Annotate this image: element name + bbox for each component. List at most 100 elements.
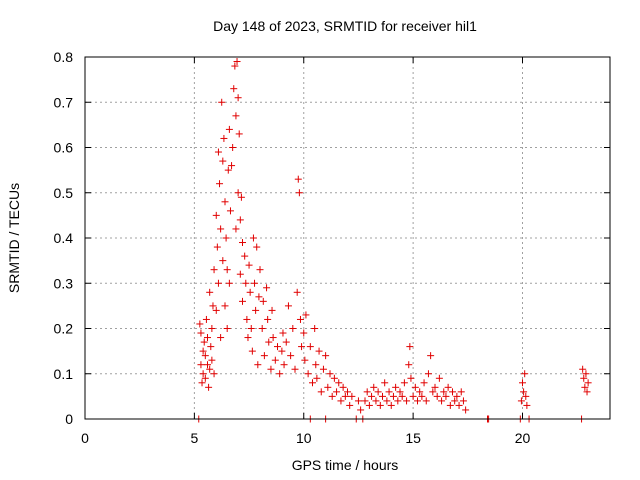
data-point	[295, 189, 303, 197]
data-point	[278, 347, 286, 355]
data-point	[208, 356, 216, 364]
data-point	[427, 352, 435, 360]
y-tick-label: 0.6	[54, 140, 74, 156]
data-point	[287, 352, 295, 360]
data-point	[237, 193, 245, 201]
data-point	[363, 388, 371, 396]
data-point	[440, 388, 448, 396]
data-point	[348, 392, 356, 400]
data-point	[219, 157, 227, 165]
data-point	[420, 379, 428, 387]
data-point	[254, 361, 262, 369]
x-tick-label: 0	[81, 430, 89, 446]
data-point	[409, 392, 417, 400]
y-tick-label: 0.1	[54, 366, 74, 382]
data-point	[520, 388, 528, 396]
data-point	[374, 388, 382, 396]
data-point	[284, 302, 292, 310]
data-point	[255, 293, 263, 301]
data-point	[385, 388, 393, 396]
data-point	[213, 243, 221, 251]
data-point	[210, 266, 218, 274]
data-point	[411, 383, 419, 391]
data-point	[379, 392, 386, 400]
data-point	[301, 356, 309, 364]
data-point	[398, 392, 406, 400]
data-point	[418, 392, 426, 400]
data-point	[212, 211, 220, 219]
data-point	[226, 207, 234, 215]
data-point	[253, 243, 261, 251]
data-point	[582, 370, 590, 378]
y-tick-label: 0.4	[54, 230, 74, 246]
data-point	[246, 288, 254, 296]
data-point	[197, 329, 205, 337]
data-point	[442, 392, 450, 400]
data-point	[207, 343, 215, 351]
data-point	[344, 388, 351, 396]
data-point	[333, 388, 341, 396]
data-point	[242, 279, 250, 287]
data-point	[580, 374, 588, 382]
data-point	[341, 392, 349, 400]
data-point	[372, 397, 380, 405]
data-point	[361, 397, 369, 405]
data-point	[433, 392, 441, 400]
data-point	[198, 379, 206, 387]
axis-ticks	[84, 56, 610, 420]
data-point	[438, 397, 446, 405]
data-point	[219, 257, 227, 265]
data-point	[201, 352, 209, 360]
data-point	[422, 397, 430, 405]
x-tick-label: 20	[515, 430, 531, 446]
data-point	[247, 325, 255, 332]
data-point	[312, 361, 320, 369]
data-point	[291, 365, 299, 373]
data-point	[218, 98, 226, 106]
y-tick-label: 0.2	[54, 321, 74, 337]
data-point	[328, 392, 336, 400]
x-axis-label: GPS time / hours	[292, 457, 399, 473]
data-point	[394, 397, 402, 405]
data-point	[431, 383, 439, 391]
data-point	[392, 383, 400, 391]
data-point	[462, 406, 470, 414]
data-point	[252, 306, 260, 314]
data-point	[259, 297, 267, 305]
data-point	[583, 388, 591, 396]
data-point	[326, 370, 334, 378]
data-point	[245, 261, 253, 269]
data-point	[406, 343, 414, 351]
x-tick-label: 5	[190, 430, 198, 446]
grid	[85, 57, 610, 419]
data-point	[217, 225, 225, 233]
data-point	[243, 315, 251, 323]
data-point	[346, 401, 354, 409]
data-point	[365, 401, 373, 409]
data-point	[236, 270, 244, 278]
data-point	[453, 392, 461, 400]
data-points	[195, 58, 592, 423]
data-point	[222, 234, 230, 242]
data-point	[264, 315, 272, 323]
data-point	[319, 365, 327, 373]
data-point	[263, 284, 271, 292]
data-point	[330, 374, 338, 382]
data-point	[579, 365, 587, 373]
data-point	[251, 279, 259, 287]
data-point	[276, 370, 284, 378]
data-point	[370, 383, 378, 391]
data-point	[269, 334, 277, 342]
data-point	[368, 392, 376, 400]
data-point	[451, 397, 459, 405]
data-point	[381, 379, 389, 387]
data-point	[214, 148, 222, 156]
data-point	[271, 356, 279, 364]
data-point	[416, 388, 424, 396]
data-point	[204, 361, 211, 369]
data-point	[225, 279, 233, 287]
data-point	[414, 397, 421, 405]
data-point	[282, 338, 290, 346]
data-point	[459, 397, 467, 405]
